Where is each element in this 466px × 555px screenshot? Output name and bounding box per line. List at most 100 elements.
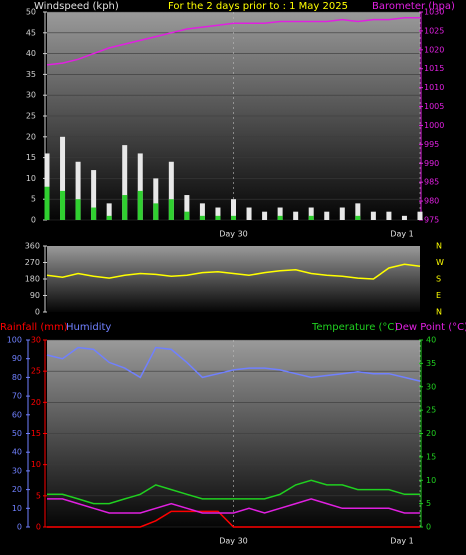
panel-direction bbox=[47, 246, 420, 312]
chart-title: For the 2 days prior to : 1 May 2025 bbox=[168, 1, 348, 12]
tick-label: 40 bbox=[26, 49, 36, 58]
tick-label: 0 bbox=[426, 523, 431, 532]
bar bbox=[215, 215, 221, 220]
tick-label: 20 bbox=[26, 132, 36, 141]
bar bbox=[199, 215, 205, 220]
bar bbox=[308, 215, 314, 220]
bar bbox=[231, 199, 236, 220]
tick-label: 1025 bbox=[424, 26, 444, 35]
bar bbox=[401, 215, 407, 220]
bar bbox=[168, 161, 174, 220]
tick-label: 5 bbox=[36, 491, 41, 500]
tick-label: N bbox=[436, 308, 442, 317]
x-tick-label: Day 1 bbox=[390, 230, 413, 239]
series-line bbox=[46, 346, 421, 382]
series-line bbox=[47, 510, 420, 528]
tick-label: 30 bbox=[31, 336, 41, 345]
bar bbox=[184, 195, 190, 220]
bar bbox=[122, 145, 128, 220]
bar bbox=[137, 190, 143, 220]
bar bbox=[75, 161, 81, 220]
tick-label: 1020 bbox=[424, 45, 444, 54]
bar bbox=[370, 211, 376, 220]
tick-label: 270 bbox=[25, 258, 40, 267]
bar bbox=[153, 178, 159, 220]
tick-label: 50 bbox=[26, 8, 36, 17]
tick-label: 30 bbox=[12, 466, 22, 475]
legend-label: Dew Point (°C) bbox=[395, 322, 466, 333]
series-line bbox=[46, 16, 420, 66]
bar bbox=[44, 186, 50, 220]
bar bbox=[355, 215, 361, 220]
tick-label: 0 bbox=[36, 523, 41, 532]
tick-label: 100 bbox=[7, 336, 22, 345]
tick-label: 50 bbox=[12, 429, 22, 438]
series-line bbox=[47, 479, 420, 505]
bar bbox=[91, 207, 97, 220]
tick-label: 995 bbox=[424, 140, 439, 149]
tick-label: 60 bbox=[12, 410, 22, 419]
bar bbox=[106, 203, 112, 220]
legend-label: Rainfall (mm) bbox=[0, 322, 68, 333]
tick-label: 20 bbox=[31, 398, 41, 407]
bar bbox=[308, 207, 314, 220]
tick-label: 0 bbox=[17, 523, 22, 532]
tick-label: 10 bbox=[26, 174, 36, 183]
tick-label: 90 bbox=[12, 354, 22, 363]
tick-label: 0 bbox=[35, 308, 40, 317]
bar bbox=[262, 211, 268, 220]
tick-label: 10 bbox=[31, 460, 41, 469]
tick-label: 975 bbox=[424, 216, 439, 225]
tick-label: 35 bbox=[26, 70, 36, 79]
bar bbox=[386, 211, 392, 220]
tick-label: 40 bbox=[426, 336, 436, 345]
tick-label: 45 bbox=[26, 28, 36, 37]
x-tick-label: Day 30 bbox=[219, 230, 248, 239]
tick-label: 360 bbox=[25, 242, 40, 251]
bar bbox=[215, 207, 221, 220]
legend-label: Windspeed (kph) bbox=[34, 1, 119, 12]
tick-label: 180 bbox=[25, 275, 40, 284]
bar bbox=[91, 170, 97, 220]
tick-label: 1015 bbox=[424, 64, 444, 73]
tick-label: 1000 bbox=[424, 121, 444, 130]
tick-label: 25 bbox=[26, 112, 36, 121]
bar bbox=[417, 211, 423, 220]
tick-label: 80 bbox=[12, 373, 22, 382]
bar bbox=[137, 153, 143, 220]
legend-label: Barometer (hpa) bbox=[372, 1, 455, 12]
tick-label: 15 bbox=[26, 153, 36, 162]
bar bbox=[339, 207, 345, 220]
tick-label: 30 bbox=[26, 91, 36, 100]
tick-label: 25 bbox=[426, 406, 436, 415]
tick-label: 1010 bbox=[424, 83, 444, 92]
bar bbox=[168, 199, 174, 220]
bar bbox=[324, 211, 330, 220]
tick-label: 20 bbox=[12, 485, 22, 494]
bar bbox=[75, 199, 81, 220]
tick-label: 980 bbox=[424, 197, 439, 206]
tick-label: E bbox=[436, 291, 441, 300]
bar bbox=[277, 215, 283, 220]
tick-label: 1005 bbox=[424, 102, 444, 111]
bar bbox=[277, 207, 283, 220]
bar bbox=[106, 215, 112, 220]
legend-label: Temperature (°C) bbox=[311, 322, 398, 333]
tick-label: 90 bbox=[30, 291, 40, 300]
series-line bbox=[47, 498, 420, 514]
tick-label: N bbox=[436, 242, 442, 251]
tick-label: 985 bbox=[424, 178, 439, 187]
bar bbox=[122, 195, 128, 220]
series-line bbox=[46, 263, 421, 280]
tick-label: 25 bbox=[31, 367, 41, 376]
tick-label: 20 bbox=[426, 429, 436, 438]
bar bbox=[246, 207, 252, 220]
bar bbox=[355, 203, 361, 220]
bar bbox=[184, 211, 190, 220]
bar bbox=[199, 203, 205, 220]
tick-label: 40 bbox=[12, 448, 22, 457]
x-tick-label: Day 30 bbox=[219, 537, 248, 546]
tick-label: 5 bbox=[426, 499, 431, 508]
bar bbox=[60, 136, 66, 220]
